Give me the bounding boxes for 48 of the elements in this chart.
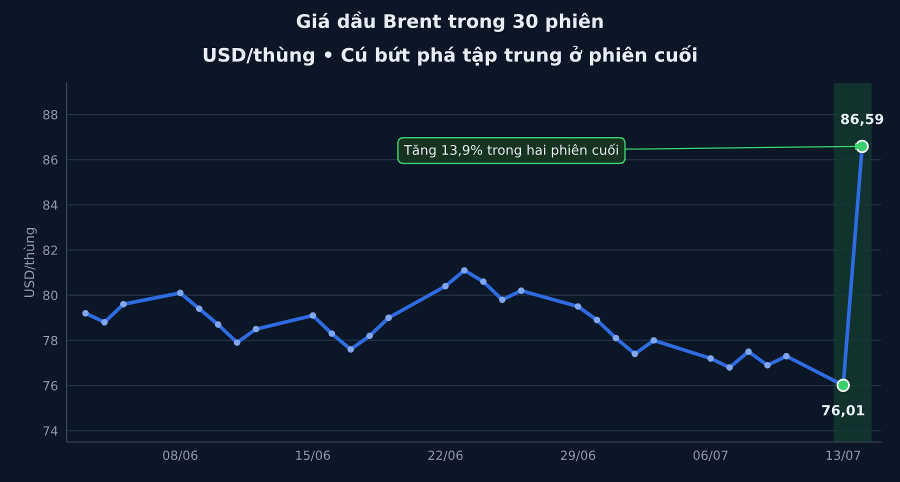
point <box>650 337 658 344</box>
point <box>707 355 714 362</box>
point <box>783 352 790 360</box>
point <box>347 346 354 353</box>
x-tick-label: 15/06 <box>296 450 330 461</box>
y-tick-label: 74 <box>43 426 58 436</box>
point <box>518 287 524 294</box>
point <box>461 267 468 274</box>
point <box>499 296 506 303</box>
point <box>442 282 449 290</box>
chart-title: Giá dầu Brent trong 30 phiên <box>296 11 603 32</box>
point <box>252 326 260 332</box>
point <box>234 339 240 346</box>
point <box>574 303 582 310</box>
data-label: 86,59 <box>841 114 884 126</box>
y-tick-label: 80 <box>43 290 58 300</box>
point <box>745 348 752 355</box>
x-tick-label: 08/06 <box>163 450 198 461</box>
y-tick-label: 76 <box>43 381 58 390</box>
y-tick-label: 86 <box>43 155 58 165</box>
point <box>101 319 108 326</box>
point <box>328 330 336 337</box>
point <box>632 350 638 358</box>
annotation: Tăng 13,9% trong hai phiên cuối <box>404 144 618 158</box>
point <box>310 312 316 319</box>
point <box>726 364 733 371</box>
y-axis-title: USD/thùng <box>24 228 37 297</box>
point <box>176 290 184 296</box>
point <box>366 332 373 340</box>
point <box>612 334 620 342</box>
point <box>764 362 771 368</box>
chart-subtitle: USD/thùng • Cú bứt phá tập trung ở phiên cuối <box>204 45 696 66</box>
y-tick-label: 82 <box>43 246 58 255</box>
x-tick-label: 06/07 <box>693 450 728 461</box>
point <box>480 278 487 285</box>
y-tick-label: 78 <box>43 336 58 346</box>
x-tick-label: 22/06 <box>428 450 463 461</box>
x-tick-label: 13/07 <box>826 450 860 461</box>
point <box>82 310 89 317</box>
point <box>594 316 600 324</box>
point <box>120 300 127 308</box>
y-tick-label: 88 <box>43 110 58 120</box>
data-label: 76,01 <box>822 404 864 418</box>
y-tick-label: 84 <box>43 200 58 210</box>
point <box>385 314 392 322</box>
x-tick-label: 29/06 <box>560 450 596 461</box>
point <box>214 321 222 328</box>
point <box>196 305 202 312</box>
